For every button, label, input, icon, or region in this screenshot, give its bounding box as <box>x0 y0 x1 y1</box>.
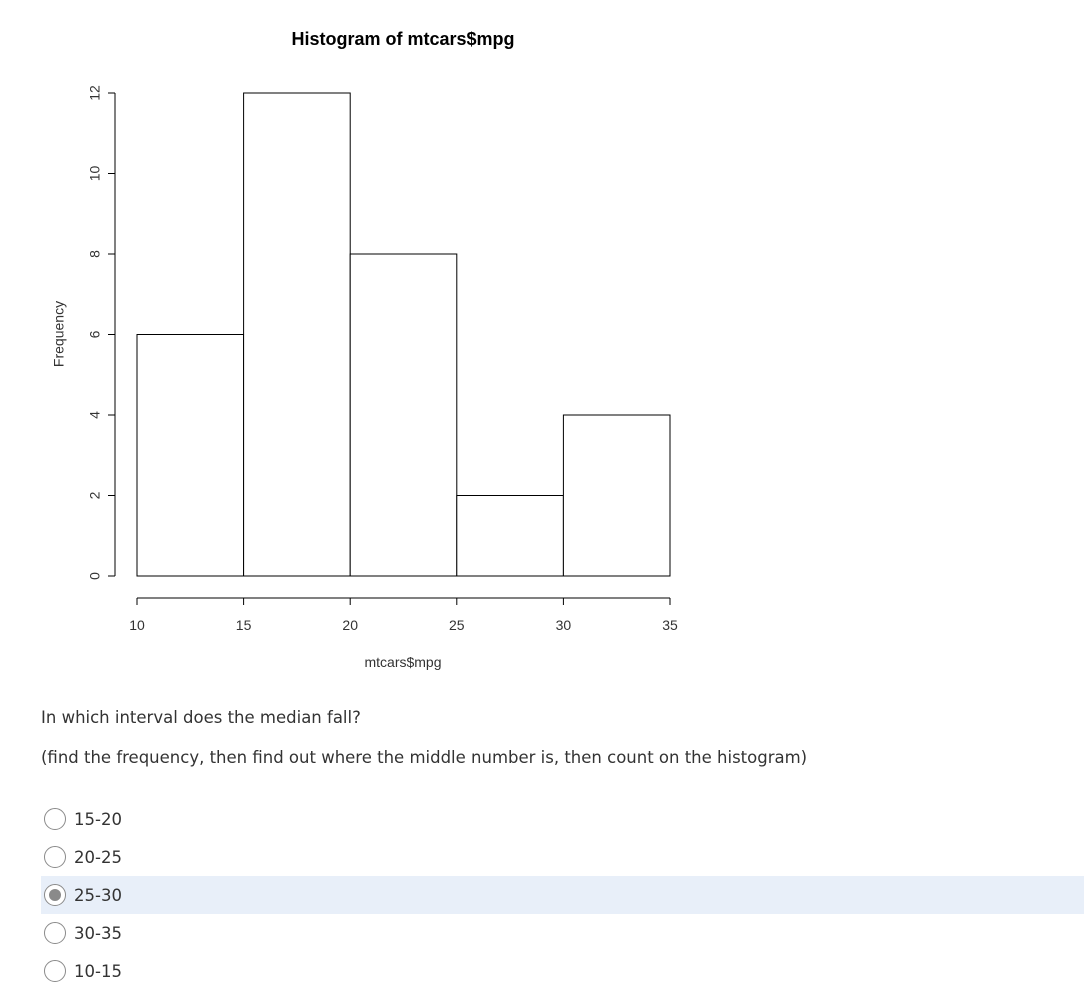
question-hint: (find the frequency, then find out where… <box>41 748 808 767</box>
histogram-bar <box>456 495 564 577</box>
x-tick-label: 30 <box>556 617 572 633</box>
option-25-30[interactable]: 25-30 <box>41 876 1084 914</box>
y-tick-label: 6 <box>87 330 103 338</box>
y-axis-label: Frequency <box>51 301 67 367</box>
answer-options: 15-20 20-25 25-30 30-35 10-15 <box>41 800 1084 990</box>
histogram-bar <box>243 92 351 577</box>
x-tick-label: 10 <box>129 617 145 633</box>
x-tick-label: 20 <box>342 617 358 633</box>
y-tick-label: 8 <box>87 250 103 258</box>
y-tick-label: 12 <box>87 85 103 101</box>
option-30-35[interactable]: 30-35 <box>41 914 1084 952</box>
radio-button[interactable] <box>44 884 66 906</box>
option-label: 25-30 <box>74 885 122 905</box>
y-tick-label: 2 <box>87 491 103 499</box>
y-tick-label: 10 <box>87 166 103 182</box>
option-label: 30-35 <box>74 923 122 943</box>
histogram-chart: Histogram of mtcars$mpg 0 2 4 6 8 10 12 Frequenc… <box>51 29 678 670</box>
histogram-bar <box>562 414 671 577</box>
option-label: 15-20 <box>74 809 122 829</box>
x-tick-label: 25 <box>449 617 465 633</box>
radio-button[interactable] <box>44 922 66 944</box>
radio-button[interactable] <box>44 808 66 830</box>
option-10-15[interactable]: 10-15 <box>41 952 1084 990</box>
radio-button[interactable] <box>44 960 66 982</box>
x-axis-label: mtcars$mpg <box>364 654 441 670</box>
y-tick-label: 0 <box>87 572 103 580</box>
option-20-25[interactable]: 20-25 <box>41 838 1084 876</box>
chart-title: Histogram of mtcars$mpg <box>291 29 514 49</box>
x-tick-label: 15 <box>236 617 252 633</box>
option-label: 20-25 <box>74 847 122 867</box>
option-label: 10-15 <box>74 961 122 981</box>
histogram-bar <box>136 334 245 577</box>
option-15-20[interactable]: 15-20 <box>41 800 1084 838</box>
question-prompt: In which interval does the median fall? <box>41 708 361 727</box>
radio-selected-dot <box>49 889 61 901</box>
y-tick-label: 4 <box>87 411 103 419</box>
histogram-bar <box>349 253 458 577</box>
x-tick-label: 35 <box>662 617 678 633</box>
radio-button[interactable] <box>44 846 66 868</box>
